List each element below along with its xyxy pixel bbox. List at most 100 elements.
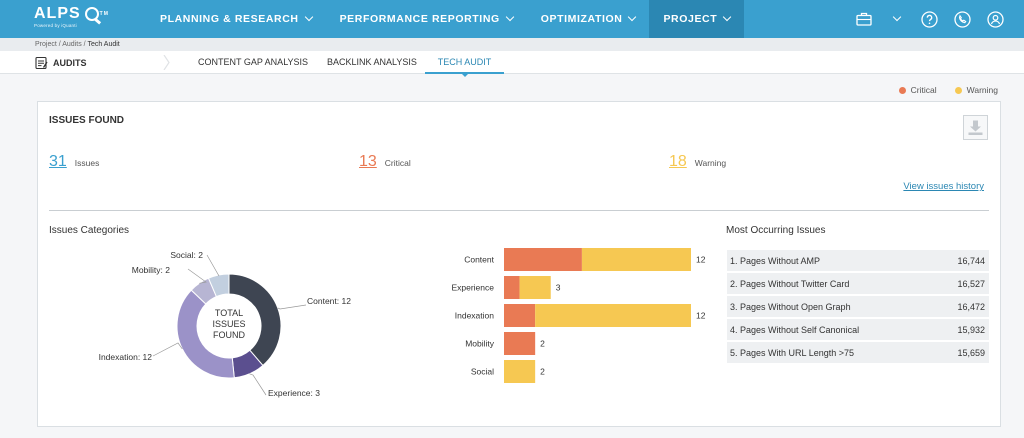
donut-slice-content[interactable] (228, 273, 282, 367)
breadcrumb-project[interactable]: Project (35, 41, 57, 48)
issues-bar-chart: Content 12 Experience 3 Indexation 12 Mobility… (451, 248, 706, 383)
issue-count: 16,472 (957, 301, 985, 312)
powered-by: Powered by iQuanti (34, 23, 77, 28)
tab-backlink-analysis[interactable]: BACKLINK ANALYSIS (327, 57, 417, 67)
q-logo-icon (84, 7, 99, 21)
issue-count: 16,527 (957, 278, 985, 289)
legend-label: Critical (910, 85, 937, 95)
list-item[interactable]: 2. Pages Without Twitter Card 16,527 (727, 273, 989, 294)
bar-warning-social[interactable] (504, 360, 536, 383)
most-occurring-list: 1. Pages Without AMP 16,744 2. Pages With… (727, 250, 989, 365)
bar-total-label: 2 (540, 367, 545, 377)
critical-count[interactable]: 13 (359, 153, 377, 170)
bar-total-label: 3 (556, 283, 561, 293)
bar-category-label: Mobility (465, 339, 495, 349)
donut-leader-line (152, 342, 183, 357)
donut-label-social: Social: 2 (170, 250, 203, 260)
issue-count: 16,744 (957, 255, 985, 266)
tab-content-gap-analysis[interactable]: CONTENT GAP ANALYSIS (198, 57, 309, 67)
issue-label: 3. Pages Without Open Graph (730, 301, 851, 312)
issue-count: 15,659 (957, 347, 985, 358)
logo[interactable]: ALPS TM Powered by iQuanti (0, 0, 130, 38)
tab-tech-audit[interactable]: TECH AUDIT (425, 51, 504, 77)
trademark: TM (99, 11, 109, 17)
legend-label: Warning (966, 85, 998, 95)
bar-critical-indexation[interactable] (504, 304, 536, 327)
issues-categories-title: Issues Categories (49, 225, 130, 236)
donut-label-experience: Experience: 3 (268, 388, 320, 398)
issue-label: 5. Pages With URL Length >75 (730, 347, 854, 358)
download-button[interactable] (963, 115, 988, 140)
issues-donut-chart: Content: 12 Experience: 3 Indexation: 12 Mo… (99, 250, 352, 398)
nav-label: PROJECT (663, 13, 718, 25)
bar-warning-experience[interactable] (519, 276, 551, 299)
donut-label-content: Content: 12 (307, 296, 351, 306)
audit-clipboard-icon (35, 56, 48, 69)
donut-leader-line (187, 268, 207, 284)
bar-critical-content[interactable] (504, 248, 582, 271)
bar-category-label: Indexation (455, 311, 494, 321)
bar-total-label: 12 (696, 311, 706, 321)
download-icon (968, 120, 983, 135)
legend-critical: Critical (898, 85, 937, 95)
issues-card: ISSUES FOUND 31 Issues 13 Critical 18 Wa… (37, 101, 1001, 427)
divider (49, 210, 989, 211)
bar-total-label: 12 (696, 255, 706, 265)
warning-count[interactable]: 18 (669, 153, 687, 170)
issue-label: 4. Pages Without Self Canonical (730, 324, 860, 335)
donut-center-line-2: ISSUES (212, 319, 245, 329)
list-item[interactable]: 1. Pages Without AMP 16,744 (727, 250, 989, 271)
most-occurring-title: Most Occurring Issues (726, 225, 826, 236)
view-issues-history-link[interactable]: View issues history (903, 181, 984, 192)
breadcrumb-audits[interactable]: Audits (62, 41, 82, 48)
user-icon[interactable] (987, 10, 1004, 28)
donut-slice-social[interactable] (207, 273, 230, 298)
chevron-right-separator-icon (163, 55, 170, 70)
bar-category-label: Experience (451, 283, 494, 293)
stat-critical: 13 Critical (359, 153, 411, 171)
bar-category-label: Content (464, 255, 494, 265)
nav-performance-reporting[interactable]: PERFORMANCE REPORTING (326, 0, 527, 38)
bar-critical-mobility[interactable] (504, 332, 536, 355)
donut-leader-line (206, 254, 220, 277)
audits-section[interactable]: AUDITS (35, 51, 87, 74)
top-nav: ALPS TM Powered by iQuanti PLANNING & RES… (0, 0, 1024, 38)
bar-warning-content[interactable] (581, 248, 691, 271)
breadcrumb-current: Tech Audit (87, 41, 120, 48)
legend-warning: Warning (954, 85, 998, 95)
help-icon[interactable] (921, 10, 938, 28)
issue-count: 15,932 (957, 324, 985, 335)
critical-dot-icon (898, 86, 906, 94)
nav-optimization[interactable]: OPTIMIZATION (527, 0, 650, 38)
issues-found-title: ISSUES FOUND (49, 115, 125, 126)
warning-dot-icon (954, 86, 962, 94)
total-issues-count[interactable]: 31 (49, 153, 67, 170)
chevron-down-icon[interactable] (888, 11, 905, 28)
chevron-down-icon (723, 12, 732, 22)
bar-warning-indexation[interactable] (535, 304, 691, 327)
donut-label-indexation: Indexation: 12 (99, 352, 153, 362)
list-item[interactable]: 3. Pages Without Open Graph 16,472 (727, 296, 989, 317)
donut-leader-line (277, 304, 307, 310)
nav-label: PLANNING & RESEARCH (160, 13, 299, 25)
bar-critical-experience[interactable] (504, 276, 520, 299)
donut-center-line-3: FOUND (213, 330, 245, 340)
donut-center-line-1: TOTAL (215, 308, 243, 318)
total-issues-label: Issues (74, 158, 100, 168)
bar-category-label: Social (471, 367, 494, 377)
list-item[interactable]: 5. Pages With URL Length >75 15,659 (727, 342, 989, 363)
audits-label: AUDITS (53, 57, 87, 68)
critical-label: Critical (384, 158, 411, 168)
chevron-down-icon (505, 12, 515, 22)
phone-icon[interactable] (954, 10, 971, 28)
nav-project[interactable]: PROJECT (649, 0, 745, 38)
nav-label: PERFORMANCE REPORTING (339, 13, 500, 25)
list-item[interactable]: 4. Pages Without Self Canonical 15,932 (727, 319, 989, 340)
donut-leader-line (249, 373, 267, 396)
briefcase-icon[interactable] (855, 11, 872, 28)
nav-planning-research[interactable]: PLANNING & RESEARCH (146, 0, 326, 38)
warning-label: Warning (694, 158, 727, 168)
stat-warning: 18 Warning (669, 153, 726, 171)
chevron-down-icon (304, 12, 313, 22)
donut-slice-indexation[interactable] (176, 289, 235, 379)
